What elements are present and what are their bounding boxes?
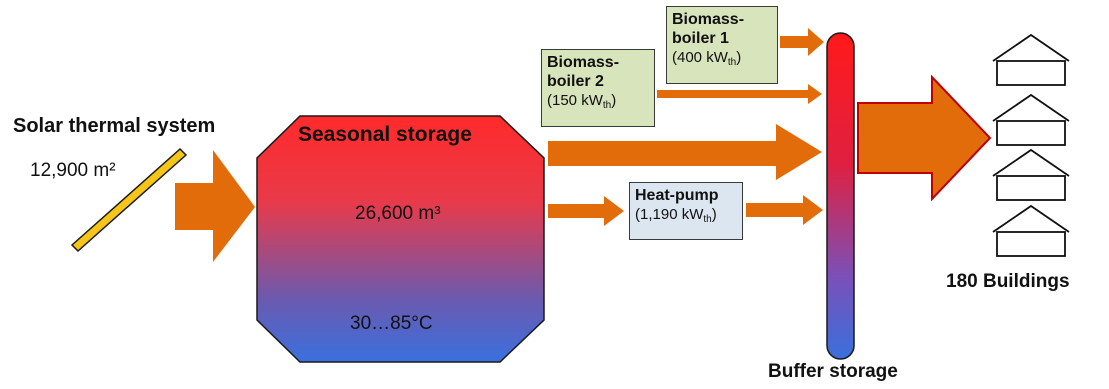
seasonal-storage-title: Seasonal storage bbox=[298, 123, 472, 146]
buffer-storage-tank bbox=[826, 32, 855, 360]
buffer-storage-title: Buffer storage bbox=[768, 361, 898, 382]
buildings-title: 180 Buildings bbox=[946, 271, 1070, 292]
solar-area: 12,900 m² bbox=[30, 160, 116, 181]
arrow-buffer-to-buildings bbox=[857, 74, 992, 202]
heat-pump-box: Heat-pump (1,190 kWth) bbox=[629, 182, 743, 240]
biomass-boiler-2-title-line2: boiler 2 bbox=[547, 73, 604, 90]
biomass-boiler-2-box: Biomass- boiler 2 (150 kWth) bbox=[541, 49, 655, 127]
arrow-solar-to-storage bbox=[175, 150, 255, 262]
building-icon-1 bbox=[992, 33, 1070, 86]
building-icon-2 bbox=[992, 93, 1070, 146]
arrow-boiler1-to-buffer bbox=[780, 28, 824, 56]
heat-pump-title: Heat-pump bbox=[635, 187, 719, 204]
biomass-boiler-2-power: (150 kWth) bbox=[547, 92, 617, 111]
arrow-boiler2-to-buffer bbox=[657, 84, 822, 104]
building-icon-4 bbox=[992, 204, 1070, 257]
biomass-boiler-1-title-line2: boiler 1 bbox=[672, 30, 729, 47]
arrow-storage-to-heatpump bbox=[548, 196, 624, 226]
biomass-boiler-1-box: Biomass- boiler 1 (400 kWth) bbox=[666, 6, 778, 84]
heat-pump-power: (1,190 kWth) bbox=[635, 206, 717, 225]
arrow-heatpump-to-buffer bbox=[746, 195, 823, 225]
seasonal-storage-temperature: 30…85°C bbox=[350, 313, 433, 334]
biomass-boiler-1-title-line1: Biomass- bbox=[672, 11, 745, 28]
arrow-storage-to-buffer bbox=[548, 124, 822, 180]
biomass-boiler-1-power: (400 kWth) bbox=[672, 49, 742, 68]
seasonal-storage-tank bbox=[256, 115, 545, 363]
solar-collector-panel bbox=[70, 147, 188, 253]
biomass-boiler-2-title-line1: Biomass- bbox=[547, 54, 620, 71]
seasonal-storage-volume: 26,600 m³ bbox=[355, 203, 441, 224]
solar-title: Solar thermal system bbox=[13, 115, 216, 137]
building-icon-3 bbox=[992, 148, 1070, 201]
